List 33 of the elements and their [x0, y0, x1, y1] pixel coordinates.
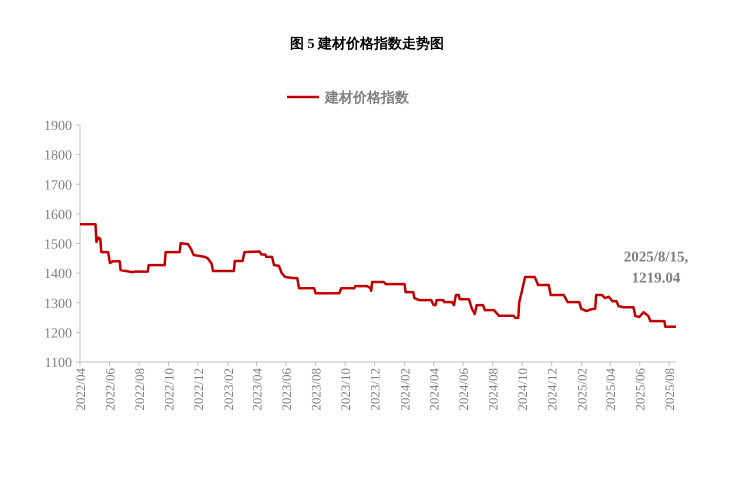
x-tick-label: 2025/08 [662, 368, 678, 411]
x-tick-label: 2022/10 [162, 368, 177, 411]
y-tick-label: 1700 [44, 178, 72, 194]
y-tick-label: 1600 [44, 208, 72, 223]
y-tick-label: 1200 [44, 326, 72, 342]
legend-label: 建材价格指数 [324, 90, 410, 106]
y-tick-label: 1800 [44, 148, 72, 164]
x-tick-label: 2023/06 [279, 368, 294, 411]
x-tick-label: 2024/12 [544, 368, 560, 411]
chart-title: 图 5 建材价格指数走势图 [290, 36, 444, 52]
x-tick-label: 2022/04 [73, 368, 88, 411]
x-tick-label: 2022/06 [102, 368, 118, 411]
x-tick-label: 2023/08 [308, 368, 324, 411]
x-tick-label: 2023/04 [250, 368, 265, 411]
x-tick-label: 2024/04 [426, 368, 442, 411]
y-tick-label: 1100 [44, 356, 72, 371]
x-tick-label: 2022/08 [132, 368, 148, 411]
x-tick-label: 2025/04 [603, 368, 618, 411]
y-tick-label: 1400 [44, 267, 72, 282]
y-tick-label: 1300 [44, 296, 72, 312]
y-tick-label: 1500 [44, 238, 72, 252]
x-tick-label: 2024/02 [398, 368, 413, 411]
annotation: 2025/8/15, 1219.04 [624, 250, 689, 287]
y-tick-label: 1900 [44, 119, 72, 134]
x-tick-label: 2023/12 [368, 368, 383, 411]
x-tick-label: 2024/10 [515, 368, 530, 411]
x-tick-label: 2023/10 [338, 368, 354, 411]
x-tick-label: 2023/02 [221, 368, 236, 411]
x-tick-label: 2022/12 [191, 368, 206, 411]
x-tick-label: 2025/02 [574, 368, 590, 411]
x-tick-label: 2024/06 [456, 368, 472, 411]
x-tick-label: 2024/08 [486, 368, 501, 411]
x-tick-label: 2025/06 [632, 368, 648, 411]
